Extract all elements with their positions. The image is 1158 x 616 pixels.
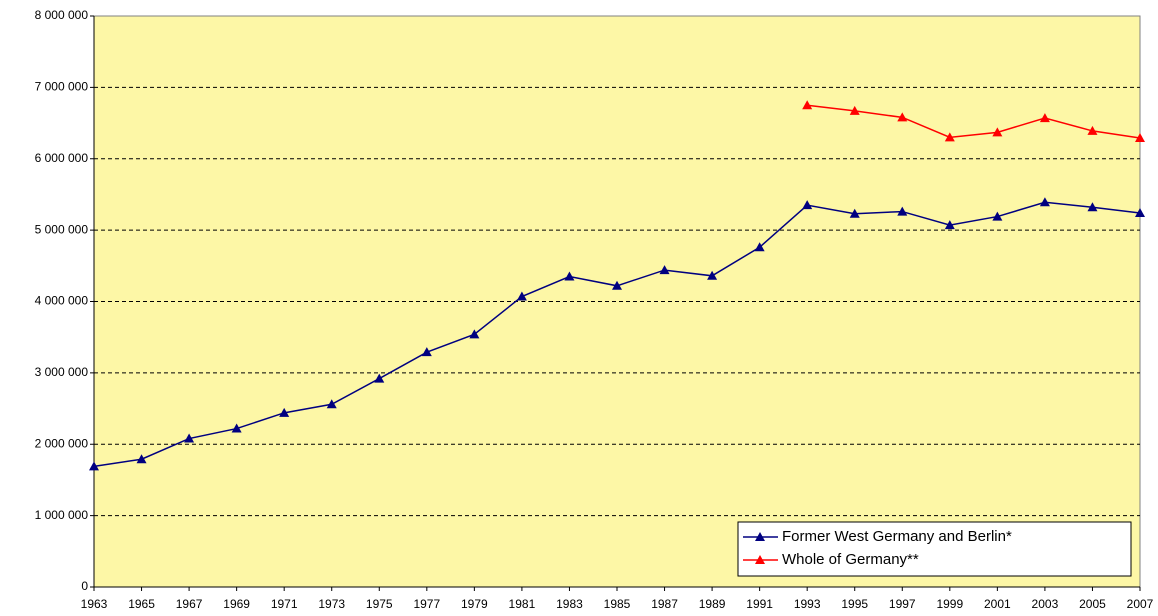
- point-marker: [231, 423, 242, 433]
- point-marker: [136, 454, 147, 464]
- point-marker: [1135, 133, 1145, 143]
- x-tick-label: 1981: [509, 597, 536, 611]
- y-tick-label: 7 000 000: [35, 80, 89, 94]
- legend-box: [737, 521, 1132, 577]
- x-tick-label: 1991: [746, 597, 773, 611]
- legend-label: Former West Germany and Berlin*: [782, 528, 1012, 545]
- x-tick-label: 1963: [81, 597, 108, 611]
- legend: Former West Germany and Berlin* Whole of …: [737, 521, 1132, 577]
- x-tick-label: 1985: [604, 597, 631, 611]
- x-tick-label: 1989: [699, 597, 726, 611]
- x-tick-label: 1995: [841, 597, 868, 611]
- point-marker: [707, 270, 718, 280]
- point-marker: [469, 329, 480, 339]
- point-marker: [802, 100, 813, 110]
- x-tick-label: 1967: [176, 597, 203, 611]
- point-marker: [754, 242, 765, 252]
- point-marker: [374, 373, 385, 383]
- y-tick-label: 3 000 000: [35, 365, 89, 379]
- x-tick-label: 1977: [413, 597, 440, 611]
- point-marker: [421, 347, 432, 357]
- x-tick-label: 1983: [556, 597, 583, 611]
- point-marker: [944, 132, 955, 142]
- y-tick-label: 2 000 000: [35, 436, 89, 450]
- point-marker: [1087, 125, 1098, 135]
- x-tick-label: 2003: [1032, 597, 1059, 611]
- point-marker: [1039, 113, 1050, 123]
- y-tick-label: 8 000 000: [35, 8, 89, 22]
- point-marker: [849, 208, 860, 218]
- point-marker: [897, 112, 908, 122]
- point-marker: [279, 407, 290, 417]
- y-tick-label: 6 000 000: [35, 151, 89, 165]
- x-tick-label: 1969: [223, 597, 250, 611]
- x-tick-label: 1975: [366, 597, 393, 611]
- point-marker: [944, 220, 955, 230]
- point-marker: [849, 105, 860, 115]
- y-tick-label: 5 000 000: [35, 222, 89, 236]
- y-tick-label: 1 000 000: [35, 508, 89, 522]
- x-tick-label: 1965: [128, 597, 155, 611]
- point-marker: [516, 291, 527, 301]
- x-tick-label: 1987: [651, 597, 678, 611]
- legend-marker: [755, 532, 765, 541]
- x-tick-label: 1997: [889, 597, 916, 611]
- point-marker: [326, 399, 337, 409]
- y-tick-label: 0: [81, 579, 88, 593]
- point-marker: [1039, 197, 1050, 207]
- legend-label: Whole of Germany**: [782, 551, 919, 568]
- point-marker: [564, 271, 575, 281]
- x-tick-label: 1979: [461, 597, 488, 611]
- x-tick-label: 1973: [318, 597, 345, 611]
- point-marker: [992, 211, 1003, 221]
- point-marker: [612, 280, 622, 290]
- x-tick-label: 2005: [1079, 597, 1106, 611]
- point-marker: [1087, 202, 1098, 212]
- point-marker: [897, 206, 908, 216]
- point-marker: [802, 200, 813, 210]
- point-marker: [992, 127, 1003, 137]
- x-tick-label: 1971: [271, 597, 298, 611]
- point-marker: [184, 433, 195, 443]
- y-tick-label: 4 000 000: [35, 294, 89, 308]
- x-tick-label: 2007: [1127, 597, 1154, 611]
- x-tick-label: 1999: [936, 597, 963, 611]
- x-tick-label: 1993: [794, 597, 821, 611]
- point-marker: [1135, 207, 1145, 217]
- point-marker: [89, 461, 99, 471]
- point-marker: [659, 265, 670, 275]
- legend-marker: [755, 555, 765, 564]
- x-tick-label: 2001: [984, 597, 1011, 611]
- series-line: [807, 104, 1141, 139]
